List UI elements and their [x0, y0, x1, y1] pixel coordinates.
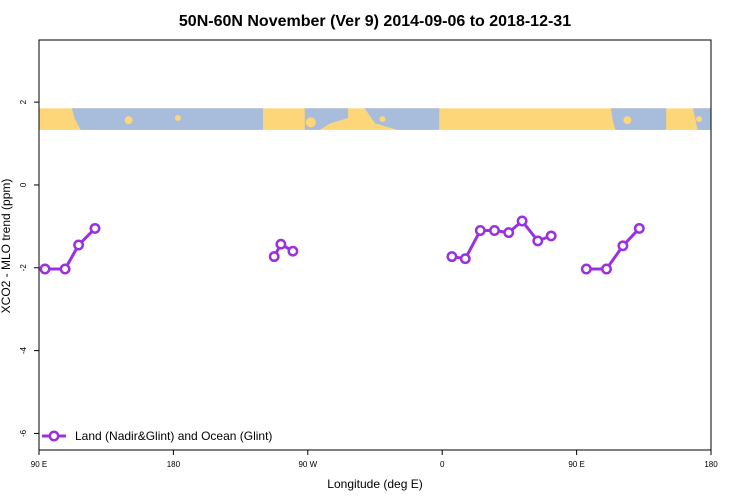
- data-point: [489, 225, 500, 236]
- x-tick-label: 180: [167, 460, 181, 469]
- chart-title: 50N-60N November (Ver 9) 2014-09-06 to 2…: [179, 13, 571, 30]
- y-tick-label: 2: [19, 99, 28, 104]
- x-axis: 90 E 180 90 W 0 90 E 180: [31, 450, 718, 469]
- map-island-4: [623, 116, 632, 125]
- map-island-1: [174, 115, 181, 122]
- series-line-segment: [586, 227, 641, 271]
- data-point: [446, 251, 458, 263]
- map-island-0: [124, 116, 133, 125]
- data-point: [532, 235, 544, 247]
- data-point: [633, 222, 645, 234]
- data-point: [275, 238, 287, 250]
- y-tick-label: -6: [19, 429, 28, 437]
- x-tick-label: 90 W: [298, 460, 317, 469]
- x-axis-label: Longitude (deg E): [327, 477, 422, 491]
- x-tick-label: 0: [440, 460, 445, 469]
- data-point: [516, 215, 528, 227]
- data-point: [474, 225, 486, 236]
- y-axis-label: XCO2 - MLO trend (ppm): [0, 179, 13, 314]
- data-point: [39, 263, 51, 275]
- x-tick-label: 90 E: [31, 460, 47, 469]
- data-point: [459, 253, 471, 265]
- map-ocean-1: [304, 108, 349, 130]
- data-point: [580, 263, 592, 275]
- series-layer: [39, 215, 645, 275]
- data-point: [503, 227, 515, 239]
- data-point: [287, 245, 299, 257]
- data-point: [617, 240, 629, 252]
- map-ocean-3: [610, 108, 667, 130]
- data-point: [59, 263, 71, 275]
- plot-frame: [38, 39, 712, 451]
- data-point: [601, 263, 612, 275]
- y-tick-label: -4: [19, 347, 28, 355]
- data-point: [268, 251, 280, 263]
- data-point: [545, 230, 557, 242]
- map-island-2: [305, 117, 316, 128]
- series-line-segment: [45, 227, 97, 271]
- data-point: [73, 239, 85, 251]
- legend: Land (Nadir&Glint) and Ocean (Glint): [42, 429, 272, 443]
- map-ocean-0: [71, 108, 264, 130]
- y-tick-label: -2: [19, 264, 28, 272]
- x-tick-label: 180: [704, 460, 718, 469]
- map-island-3: [379, 116, 386, 123]
- y-tick-label: 0: [19, 182, 28, 187]
- data-point: [89, 222, 101, 234]
- map-band: [39, 108, 711, 130]
- y-axis: 2 0 -2 -4 -6: [19, 99, 39, 437]
- map-island-5: [696, 116, 703, 123]
- legend-marker: [48, 430, 60, 442]
- map-ocean-2: [364, 108, 440, 130]
- legend-label: Land (Nadir&Glint) and Ocean (Glint): [75, 429, 272, 443]
- x-tick-label: 90 E: [568, 460, 584, 469]
